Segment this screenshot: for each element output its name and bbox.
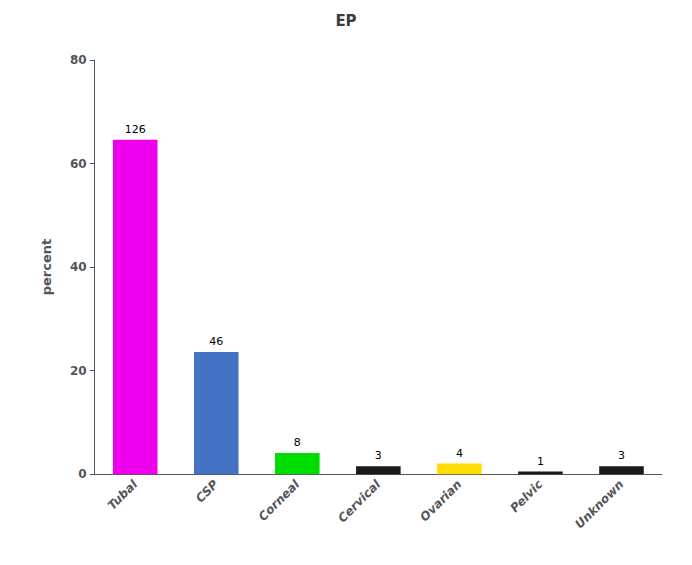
svg-text:CSP: CSP xyxy=(193,477,221,505)
svg-text:1: 1 xyxy=(537,455,544,468)
svg-text:0: 0 xyxy=(78,467,86,481)
svg-text:126: 126 xyxy=(125,123,146,136)
svg-text:Tubal: Tubal xyxy=(105,477,141,513)
svg-text:40: 40 xyxy=(70,260,87,274)
svg-text:80: 80 xyxy=(70,53,87,67)
svg-text:46: 46 xyxy=(209,335,223,348)
svg-text:Pelvic: Pelvic xyxy=(507,477,545,515)
svg-text:3: 3 xyxy=(618,449,625,462)
svg-text:Cervical: Cervical xyxy=(335,477,384,526)
svg-text:20: 20 xyxy=(70,364,87,378)
svg-text:Corneal: Corneal xyxy=(256,477,303,524)
svg-text:Unknown: Unknown xyxy=(572,477,626,531)
svg-text:8: 8 xyxy=(294,436,301,449)
svg-text:4: 4 xyxy=(456,447,463,460)
svg-text:3: 3 xyxy=(375,449,382,462)
svg-text:percent: percent xyxy=(39,239,54,296)
svg-text:Ovarian: Ovarian xyxy=(417,477,464,524)
svg-text:60: 60 xyxy=(70,157,87,171)
svg-text:EP: EP xyxy=(335,12,356,30)
